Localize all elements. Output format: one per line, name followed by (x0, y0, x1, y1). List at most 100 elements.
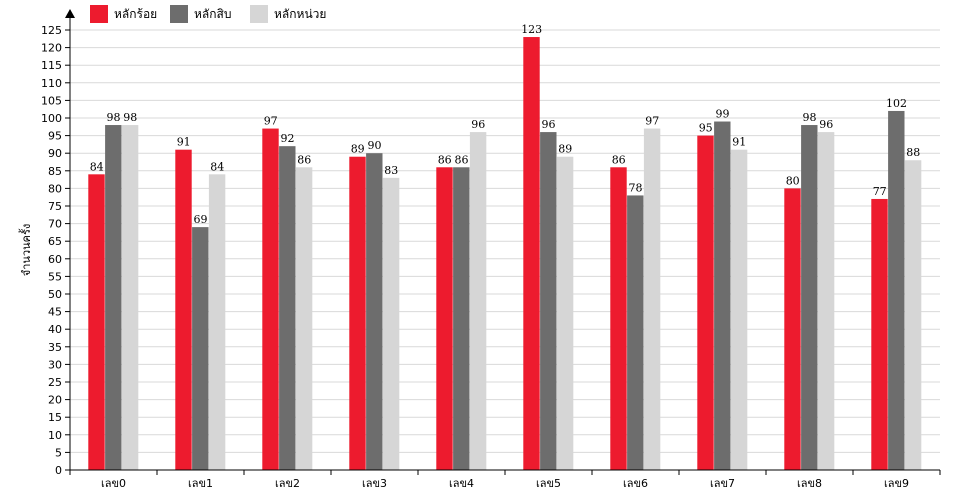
bar (453, 167, 470, 470)
bar (801, 125, 818, 470)
x-tick-label: เลข1 (188, 477, 213, 490)
y-tick-label: 75 (48, 200, 62, 213)
bar (871, 198, 888, 470)
y-tick-label: 95 (48, 130, 62, 143)
y-ticks: 0 5 10 15 20 25 30 35 40 45 50 55 60 65 70 75 80 85 90 95 10… (41, 24, 70, 477)
y-tick-label: 125 (41, 24, 62, 37)
data-label: 97 (264, 115, 278, 128)
y-tick-label: 120 (41, 42, 62, 55)
bar (697, 135, 714, 470)
data-label: 86 (455, 153, 469, 166)
y-tick-label: 70 (48, 218, 62, 231)
legend-swatch (90, 5, 108, 23)
data-label: 102 (886, 97, 907, 110)
data-label: 96 (471, 118, 485, 131)
bar (556, 156, 574, 470)
bar (904, 160, 922, 471)
legend: หลักร้อย หลักสิบ หลักหน่วย (90, 5, 326, 23)
legend-label: หลักสิบ (194, 7, 231, 21)
y-tick-label: 50 (48, 288, 62, 301)
y-tick-label: 15 (48, 411, 62, 424)
bar (295, 167, 313, 470)
x-tick-label: เลข6 (623, 477, 648, 490)
y-tick-label: 60 (48, 253, 62, 266)
bar (540, 132, 557, 470)
x-tick-label: เลข8 (797, 477, 822, 490)
y-tick-label: 30 (48, 358, 62, 371)
data-label: 99 (716, 108, 730, 121)
x-ticks: เลข0 เลข1 เลข2 เลข3 เลข4 เลข5 เลข6 เลข7 เลข8 เลข9 (69, 470, 941, 490)
data-label: 86 (438, 153, 452, 166)
data-label: 91 (732, 136, 746, 149)
data-label: 78 (629, 181, 643, 194)
x-tick-label: เลข0 (101, 477, 126, 490)
bar (730, 149, 748, 470)
bar (888, 110, 905, 471)
bar (714, 121, 731, 471)
y-tick-label: 0 (55, 464, 62, 477)
bar (208, 174, 226, 470)
legend-label: หลักหน่วย (274, 7, 326, 21)
bar (643, 128, 661, 470)
data-label: 95 (699, 122, 713, 135)
bar (88, 174, 105, 470)
data-label: 96 (819, 118, 833, 131)
data-label: 80 (786, 174, 800, 187)
data-label: 98 (107, 111, 121, 124)
bar (262, 128, 279, 470)
data-label: 91 (177, 136, 191, 149)
bar (784, 188, 801, 470)
data-label: 86 (297, 153, 311, 166)
y-tick-label: 110 (41, 77, 62, 90)
y-tick-label: 5 (55, 446, 62, 459)
y-tick-label: 45 (48, 306, 62, 319)
bar (175, 149, 192, 470)
bar (817, 132, 835, 470)
data-label: 83 (384, 164, 398, 177)
y-tick-label: 80 (48, 182, 62, 195)
data-label: 96 (542, 118, 556, 131)
bar (349, 156, 366, 470)
y-tick-label: 85 (48, 165, 62, 178)
legend-swatch (170, 5, 188, 23)
bar (105, 125, 122, 470)
data-label: 92 (281, 132, 295, 145)
data-label: 77 (873, 185, 887, 198)
bar (121, 125, 139, 470)
bar (523, 37, 540, 470)
bar (610, 167, 627, 470)
bar (366, 153, 383, 470)
y-tick-label: 90 (48, 147, 62, 160)
bars (88, 37, 922, 471)
x-tick-label: เลข4 (449, 477, 474, 490)
x-tick-label: เลข9 (884, 477, 909, 490)
data-label: 89 (351, 143, 365, 156)
y-tick-label: 65 (48, 235, 62, 248)
y-tick-label: 20 (48, 394, 62, 407)
bar (279, 146, 296, 470)
data-label: 88 (906, 146, 920, 159)
y-tick-label: 115 (41, 59, 62, 72)
x-tick-label: เลข5 (536, 477, 561, 490)
data-label: 90 (368, 139, 382, 152)
y-tick-label: 25 (48, 376, 62, 389)
data-label: 89 (558, 143, 572, 156)
y-tick-label: 40 (48, 323, 62, 336)
data-label: 123 (521, 23, 542, 36)
data-label: 98 (803, 111, 817, 124)
data-label: 84 (90, 160, 104, 173)
data-label: 69 (194, 213, 208, 226)
x-tick-label: เลข7 (710, 477, 735, 490)
x-tick-label: เลข2 (275, 477, 300, 490)
bar (627, 195, 644, 470)
y-tick-label: 10 (48, 429, 62, 442)
data-label: 86 (612, 153, 626, 166)
bar (436, 167, 453, 470)
bar (382, 177, 400, 470)
y-tick-label: 100 (41, 112, 62, 125)
legend-label: หลักร้อย (114, 7, 157, 21)
y-tick-label: 55 (48, 270, 62, 283)
legend-swatch (250, 5, 268, 23)
